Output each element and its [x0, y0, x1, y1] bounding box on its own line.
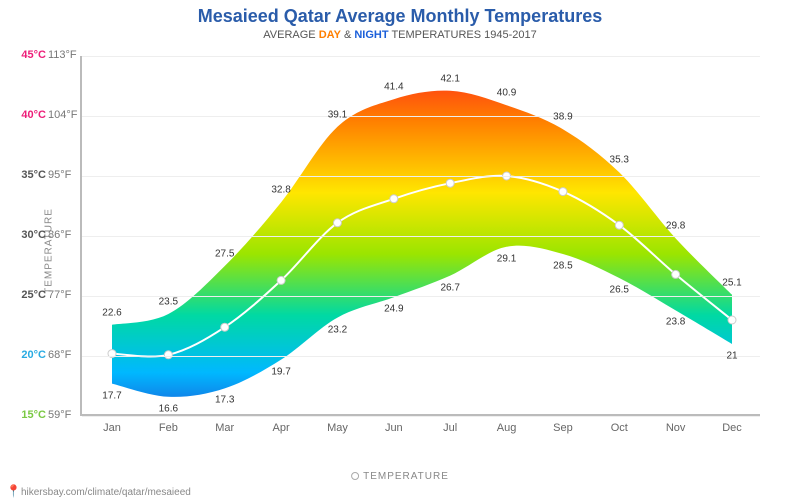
y-tick-celsius: 25°C — [12, 289, 46, 301]
temperature-marker — [559, 188, 567, 196]
plot-region: 15°C59°F20°C68°F25°C77°F30°C86°F35°C95°F… — [80, 56, 760, 416]
y-axis-label: TEMPERATURE — [43, 208, 54, 294]
y-tick-fahrenheit: 68°F — [48, 349, 78, 361]
y-tick-fahrenheit: 59°F — [48, 409, 78, 421]
y-tick-fahrenheit: 95°F — [48, 169, 78, 181]
low-value-label: 19.7 — [271, 366, 290, 377]
legend-marker-icon — [351, 472, 359, 480]
map-pin-icon: 📍 — [6, 484, 21, 498]
temperature-marker — [390, 195, 398, 203]
high-value-label: 38.9 — [553, 112, 572, 123]
high-value-label: 35.3 — [610, 155, 629, 166]
high-value-label: 40.9 — [497, 88, 516, 99]
high-value-label: 27.5 — [215, 249, 234, 260]
y-tick-fahrenheit: 77°F — [48, 289, 78, 301]
y-tick-fahrenheit: 104°F — [48, 109, 78, 121]
temperature-marker — [333, 219, 341, 227]
high-value-label: 22.6 — [102, 307, 121, 318]
low-value-label: 17.3 — [215, 395, 234, 406]
chart-title: Mesaieed Qatar Average Monthly Temperatu… — [0, 0, 800, 27]
legend-label: TEMPERATURE — [363, 471, 449, 482]
low-value-label: 23.8 — [666, 317, 685, 328]
gridline — [82, 356, 760, 357]
gridline — [82, 116, 760, 117]
high-value-label: 41.4 — [384, 82, 403, 93]
temperature-marker — [164, 351, 172, 359]
chart-area: TEMPERATURE 15°C59°F20°C68°F25°C77°F30°C… — [0, 46, 800, 456]
gridline — [82, 416, 760, 417]
low-value-label: 26.5 — [610, 285, 629, 296]
gridline — [82, 176, 760, 177]
x-tick-month: Sep — [553, 422, 573, 434]
low-value-label: 26.7 — [440, 282, 459, 293]
low-value-label: 29.1 — [497, 253, 516, 264]
x-tick-month: May — [327, 422, 348, 434]
y-tick-fahrenheit: 86°F — [48, 229, 78, 241]
temperature-marker — [728, 316, 736, 324]
subtitle-night: NIGHT — [354, 29, 388, 41]
y-tick-celsius: 35°C — [12, 169, 46, 181]
gridline — [82, 296, 760, 297]
x-tick-month: Oct — [611, 422, 628, 434]
temperature-marker — [446, 179, 454, 187]
subtitle-prefix: AVERAGE — [263, 29, 318, 41]
x-tick-month: Nov — [666, 422, 686, 434]
high-value-label: 29.8 — [666, 221, 685, 232]
subtitle-day: DAY — [319, 29, 341, 41]
high-value-label: 39.1 — [328, 109, 347, 120]
high-value-label: 42.1 — [440, 73, 459, 84]
y-tick-celsius: 30°C — [12, 229, 46, 241]
low-value-label: 21 — [726, 351, 737, 362]
x-tick-month: Apr — [273, 422, 290, 434]
y-tick-celsius: 15°C — [12, 409, 46, 421]
y-tick-celsius: 45°C — [12, 49, 46, 61]
x-tick-month: Mar — [215, 422, 234, 434]
low-value-label: 16.6 — [159, 403, 178, 414]
temperature-marker — [277, 276, 285, 284]
band-fill — [112, 91, 732, 397]
low-value-label: 24.9 — [384, 304, 403, 315]
gridline — [82, 236, 760, 237]
x-tick-month: Jun — [385, 422, 403, 434]
low-value-label: 28.5 — [553, 261, 572, 272]
subtitle-amp: & — [341, 29, 354, 41]
y-tick-celsius: 20°C — [12, 349, 46, 361]
x-tick-month: Jul — [443, 422, 457, 434]
footer-attribution: 📍hikersbay.com/climate/qatar/mesaieed — [6, 484, 191, 498]
x-tick-month: Aug — [497, 422, 517, 434]
chart-legend: TEMPERATURE — [351, 471, 449, 482]
high-value-label: 32.8 — [271, 185, 290, 196]
x-tick-month: Jan — [103, 422, 121, 434]
high-value-label: 23.5 — [159, 297, 178, 308]
subtitle-suffix: TEMPERATURES 1945-2017 — [389, 29, 537, 41]
x-tick-month: Dec — [722, 422, 742, 434]
gridline — [82, 56, 760, 57]
low-value-label: 23.2 — [328, 324, 347, 335]
y-tick-fahrenheit: 113°F — [48, 49, 78, 61]
temperature-marker — [615, 221, 623, 229]
chart-subtitle: AVERAGE DAY & NIGHT TEMPERATURES 1945-20… — [0, 29, 800, 41]
source-link[interactable]: hikersbay.com/climate/qatar/mesaieed — [21, 487, 191, 498]
low-value-label: 17.7 — [102, 390, 121, 401]
y-tick-celsius: 40°C — [12, 109, 46, 121]
temperature-band — [82, 56, 760, 414]
temperature-marker — [672, 270, 680, 278]
high-value-label: 25.1 — [722, 277, 741, 288]
x-tick-month: Feb — [159, 422, 178, 434]
temperature-marker — [221, 323, 229, 331]
